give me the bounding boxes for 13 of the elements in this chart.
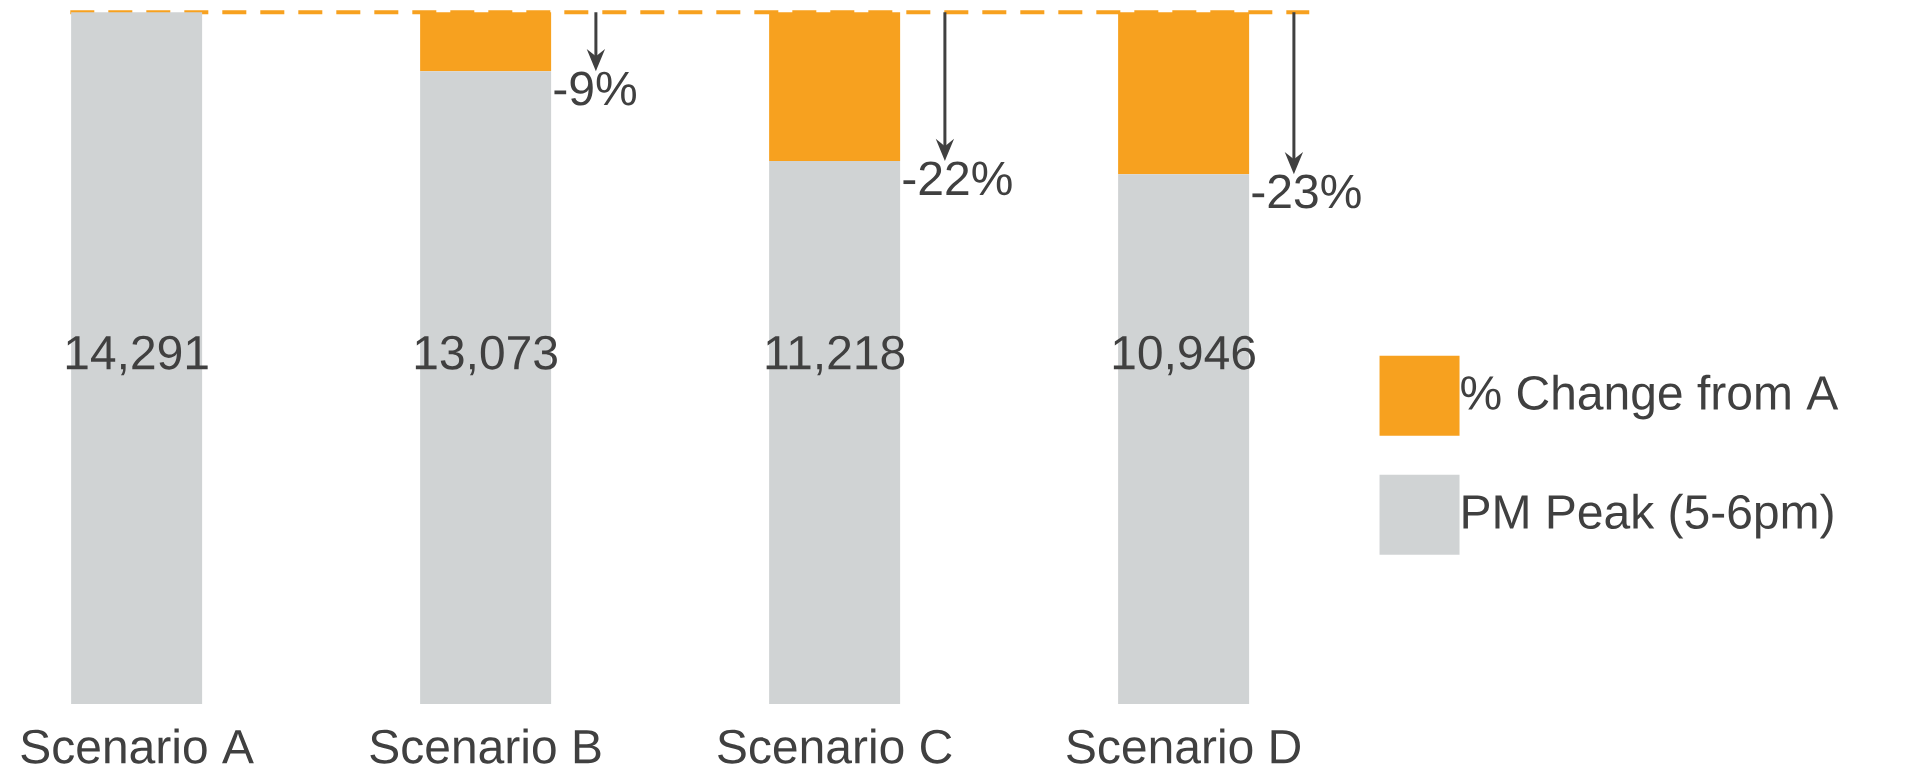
legend-label: % Change from A [1461, 374, 1839, 420]
x-tick-label: Scenario A [21, 728, 254, 764]
x-tick-label: Scenario D [1067, 728, 1300, 764]
data-label: 13,073 [415, 335, 557, 376]
x-tick-label: Scenario B [370, 728, 601, 764]
annotation: -22% [903, 161, 1012, 196]
x-tick-label: Scenario C [718, 728, 952, 764]
annotation: -9% [554, 71, 636, 106]
data-label: 14,291 [66, 335, 208, 376]
legend-label: PM Peak (5-6pm) [1463, 493, 1833, 539]
annotation: -23% [1252, 174, 1361, 209]
data-label: 10,946 [1113, 335, 1255, 376]
data-label: 11,218 [766, 335, 905, 376]
